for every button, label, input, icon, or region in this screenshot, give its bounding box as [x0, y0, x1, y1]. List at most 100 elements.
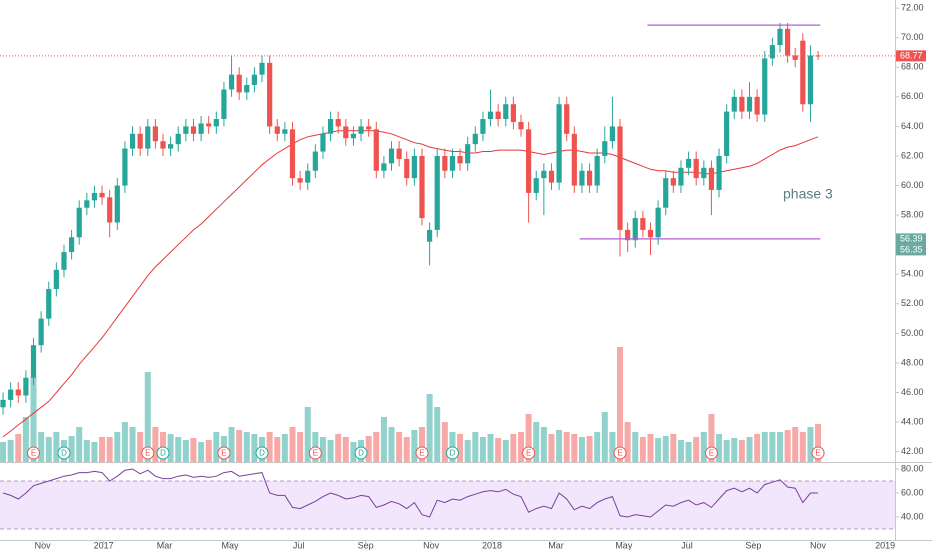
volume-bar — [53, 432, 60, 462]
volume-bar — [601, 412, 608, 462]
volume-bar — [15, 434, 22, 462]
candle-body — [533, 178, 539, 193]
candle-body — [762, 58, 768, 115]
rsi-tick-label: 40.00 — [901, 511, 924, 521]
candle-body — [168, 144, 174, 149]
candle-body — [640, 218, 646, 230]
volume-bar — [799, 432, 806, 462]
y-tick-label: 54.00 — [901, 269, 924, 279]
volume-bar — [68, 436, 75, 462]
y-tick-label: 46.00 — [901, 387, 924, 397]
candle-body — [175, 133, 181, 145]
volume-bar — [274, 437, 281, 462]
volume-bar — [22, 417, 29, 462]
x-tick-label: Sep — [358, 540, 374, 550]
volume-bar — [556, 430, 563, 462]
candle-body — [685, 158, 692, 168]
candle-body — [282, 129, 288, 134]
candle-body — [61, 252, 67, 270]
candle-body — [23, 377, 29, 396]
event-marker — [27, 446, 41, 460]
volume-bar — [693, 437, 700, 462]
candle-body — [724, 111, 730, 156]
volume-bar — [129, 427, 136, 462]
volume-bar — [403, 437, 410, 462]
event-label: E — [815, 449, 820, 458]
event-label: E — [526, 449, 531, 458]
candle-body — [800, 40, 806, 105]
volume-bar — [578, 437, 585, 462]
candle-body — [236, 74, 242, 93]
volume-bar — [434, 407, 441, 462]
x-tick-label: Nov — [810, 540, 827, 550]
volume-bar — [624, 422, 631, 462]
candle-body — [434, 155, 440, 230]
candle-body — [807, 55, 814, 105]
volume-bar — [670, 434, 677, 462]
candle-body — [122, 148, 128, 186]
volume-bar — [30, 377, 37, 462]
event-marker — [704, 446, 718, 460]
x-tick-label: Mar — [548, 540, 564, 550]
volume-bar — [297, 432, 304, 462]
x-tick-label: Sep — [745, 540, 761, 550]
event-label: E — [221, 449, 226, 458]
candle-body — [678, 167, 684, 186]
candle-body — [15, 389, 21, 396]
candle-body — [579, 170, 585, 186]
x-tick-label: 2019 — [875, 540, 895, 550]
candle-body — [206, 123, 212, 127]
y-tick-label: 68.00 — [901, 62, 924, 72]
volume-bar — [228, 427, 235, 462]
candle-body — [419, 155, 425, 219]
volume-bar — [708, 414, 715, 462]
event-label: E — [313, 449, 318, 458]
event-label: D — [450, 449, 456, 458]
candle-body — [586, 170, 593, 186]
candle-body — [152, 126, 158, 142]
candle-body — [0, 399, 6, 408]
candle-body — [487, 111, 494, 120]
volume-bar — [647, 434, 654, 462]
volume-bar — [510, 434, 517, 462]
volume-bar — [198, 442, 205, 462]
volume-bar — [243, 432, 250, 462]
candle-body — [312, 151, 318, 171]
y-tick-label: 44.00 — [901, 416, 924, 426]
candle-body — [411, 155, 417, 179]
candle-body — [274, 126, 280, 134]
candle-body — [160, 141, 166, 149]
candle-body — [320, 133, 326, 152]
candle-body — [244, 85, 250, 93]
event-marker — [613, 446, 627, 460]
volume-bar — [99, 437, 106, 462]
volume-bar — [106, 437, 113, 462]
candle-body — [145, 126, 151, 149]
x-tick-label: 2018 — [482, 540, 502, 550]
candle-body — [670, 178, 676, 186]
volume-bar — [502, 440, 509, 462]
candle-body — [267, 62, 273, 127]
candle-body — [396, 148, 402, 159]
event-marker — [811, 446, 825, 460]
volume-bar — [487, 434, 494, 462]
x-tick-label: Jul — [293, 540, 305, 550]
candle-body — [746, 96, 753, 112]
candle-body — [548, 170, 555, 183]
candle-body — [701, 167, 707, 179]
candle-body — [373, 129, 379, 171]
volume-bar — [152, 427, 159, 462]
volume-bar — [594, 432, 601, 462]
candle-body — [259, 62, 265, 75]
candle-body — [731, 96, 737, 112]
price-tag — [896, 50, 926, 62]
volume-bar — [525, 414, 532, 462]
volume-bar — [518, 432, 525, 462]
candle-body — [91, 192, 98, 201]
candle-body — [213, 119, 219, 127]
candle-body — [343, 126, 349, 139]
volume-bar — [464, 440, 471, 462]
volume-bar — [281, 434, 288, 462]
candle-body — [510, 104, 516, 122]
price-tag — [896, 244, 926, 256]
